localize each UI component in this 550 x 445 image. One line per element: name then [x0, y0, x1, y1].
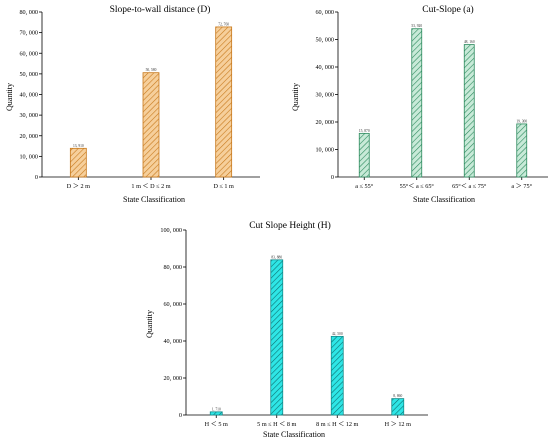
plot-area: 0 20, 000 40, 000 60, 000 80, 000 100, 000 1, … [160, 227, 428, 428]
x-tick-label: D ≤ 1 m [213, 183, 234, 190]
y-tick-label: 10, 000 [315, 147, 334, 154]
bar [358, 132, 370, 178]
x-axis-label: State Classification [413, 195, 475, 204]
y-tick-label: 60, 000 [315, 9, 334, 16]
y-tick-label: 0 [331, 174, 334, 181]
bar [463, 44, 475, 178]
y-tick-label: 30, 000 [315, 92, 334, 99]
data-label: 19, 300 [516, 119, 527, 124]
x-axis-label: State Classification [123, 195, 185, 204]
y-tick-label: 40, 000 [19, 92, 38, 99]
y-tick-label: 50, 000 [315, 37, 334, 44]
x-tick-label: 65°＜ a ≤ 75° [452, 183, 487, 190]
y-tick-label: 40, 000 [163, 338, 182, 345]
data-label: 83, 880 [271, 255, 282, 260]
data-label: 72, 760 [218, 22, 229, 27]
bar [411, 28, 423, 178]
data-label: 8, 860 [393, 394, 402, 399]
x-tick-label: a ≤ 55° [355, 183, 373, 190]
bar [516, 123, 528, 178]
chart-slope-to-wall-distance: Slope-to-wall distance (D) State Classif… [5, 4, 260, 204]
bar [330, 335, 344, 416]
y-tick-label: 0 [179, 412, 182, 419]
data-label: 50, 580 [146, 68, 157, 73]
x-tick-label: D ＞ 2 m [67, 183, 90, 190]
y-tick-label: 40, 000 [315, 64, 334, 71]
data-label: 42, 500 [332, 332, 343, 337]
plot-area: 0 10, 000 20, 000 30, 000 40, 000 50, 000 60, … [315, 9, 548, 190]
y-tick-label: 100, 000 [160, 227, 182, 234]
bar [215, 26, 233, 178]
bar [69, 147, 87, 178]
y-tick-label: 20, 000 [315, 119, 334, 126]
chart-title: Slope-to-wall distance (D) [110, 4, 211, 15]
y-axis-label: Quantity [145, 310, 154, 338]
data-label: 1, 710 [212, 407, 221, 412]
y-tick-label: 80, 000 [163, 264, 182, 271]
y-tick-label: 70, 000 [19, 30, 38, 37]
y-tick-label: 20, 000 [19, 133, 38, 140]
chart-title: Cut Slope Height (H) [249, 220, 331, 231]
chart-cut-slope: Cut-Slope (a) State Classification Quant… [291, 4, 548, 204]
data-label: 53, 920 [411, 24, 422, 29]
x-tick-label: 8 m ≤ H ＜ 12 m [316, 421, 358, 428]
plot-area: 0 10, 000 20, 000 30, 000 40, 000 50, 000 60, … [19, 9, 260, 190]
y-tick-label: 50, 000 [19, 71, 38, 78]
x-tick-label: a ＞ 75° [511, 183, 532, 190]
y-tick-label: 20, 000 [163, 375, 182, 382]
y-axis-label: Quantity [291, 83, 300, 111]
bar [209, 411, 223, 416]
y-tick-label: 0 [35, 174, 38, 181]
x-tick-label: H ＜ 5 m [205, 421, 228, 428]
chart-title: Cut-Slope (a) [422, 4, 473, 15]
x-axis-label: State Classification [263, 430, 325, 439]
x-tick-label: 5 m ≤ H ＜ 8 m [257, 421, 296, 428]
data-label: 15, 870 [359, 129, 370, 134]
y-tick-label: 60, 000 [163, 301, 182, 308]
data-label: 48, 160 [464, 40, 475, 45]
bar [142, 72, 160, 178]
bar [270, 259, 284, 416]
y-axis-label: Quantity [5, 83, 14, 111]
chart-cut-slope-height: Cut Slope Height (H) State Classificatio… [145, 220, 428, 439]
y-tick-label: 30, 000 [19, 112, 38, 119]
x-tick-label: 1 m ＜ D ≤ 2 m [131, 183, 170, 190]
x-tick-label: H ＞ 12 m [385, 421, 411, 428]
y-tick-label: 80, 000 [19, 9, 38, 16]
y-tick-label: 10, 000 [19, 153, 38, 160]
bar [391, 398, 405, 416]
x-tick-label: 55°＜ a ≤ 65° [400, 183, 435, 190]
data-label: 13, 910 [73, 144, 84, 149]
y-tick-label: 60, 000 [19, 50, 38, 57]
